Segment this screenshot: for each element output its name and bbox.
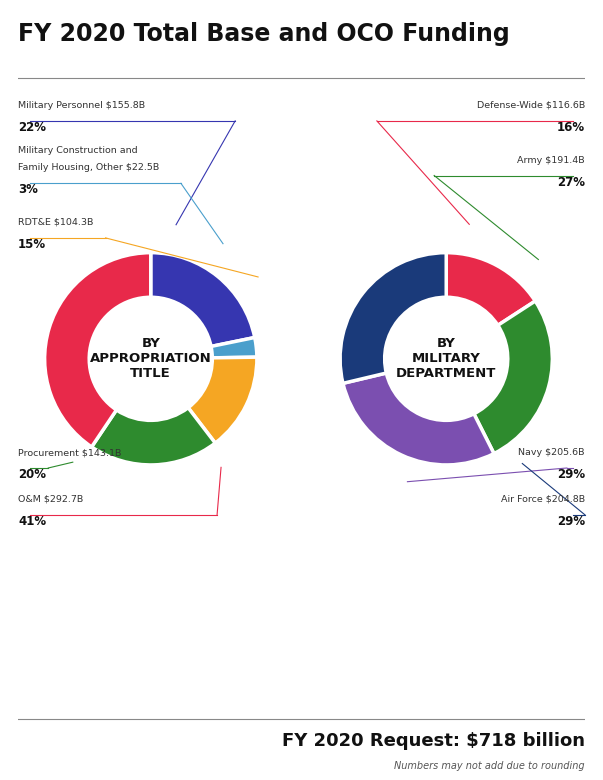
Text: Army $191.4B: Army $191.4B: [517, 155, 585, 165]
Wedge shape: [446, 253, 535, 325]
Wedge shape: [340, 253, 446, 383]
Text: BY
MILITARY
DEPARTMENT: BY MILITARY DEPARTMENT: [396, 337, 496, 381]
Text: O&M $292.7B: O&M $292.7B: [18, 495, 83, 504]
Text: 15%: 15%: [18, 238, 46, 251]
Text: Numbers may not add due to rounding: Numbers may not add due to rounding: [394, 761, 585, 771]
Text: 41%: 41%: [18, 515, 46, 528]
Text: 20%: 20%: [18, 468, 46, 481]
Wedge shape: [45, 253, 151, 447]
Text: Air Force $204.8B: Air Force $204.8B: [500, 495, 585, 504]
Text: 22%: 22%: [18, 121, 46, 134]
Text: 27%: 27%: [557, 176, 585, 189]
Text: Military Construction and: Military Construction and: [18, 146, 137, 155]
Text: FY 2020 Request: $718 billion: FY 2020 Request: $718 billion: [282, 732, 585, 750]
Text: Defense-Wide $116.6B: Defense-Wide $116.6B: [476, 101, 585, 110]
Wedge shape: [211, 338, 257, 358]
Text: 3%: 3%: [18, 183, 38, 197]
Text: BY
APPROPRIATION
TITLE: BY APPROPRIATION TITLE: [90, 337, 212, 381]
Text: RDT&E $104.3B: RDT&E $104.3B: [18, 218, 93, 227]
Text: 16%: 16%: [557, 121, 585, 134]
Text: 29%: 29%: [557, 515, 585, 528]
Text: Family Housing, Other $22.5B: Family Housing, Other $22.5B: [18, 163, 159, 172]
Text: FY 2020 Total Base and OCO Funding: FY 2020 Total Base and OCO Funding: [18, 22, 510, 46]
Wedge shape: [188, 357, 257, 443]
Wedge shape: [474, 301, 552, 454]
Wedge shape: [151, 253, 254, 346]
Wedge shape: [92, 408, 215, 465]
Wedge shape: [343, 373, 494, 465]
Text: Military Personnel $155.8B: Military Personnel $155.8B: [18, 101, 145, 110]
Text: Procurement $143.1B: Procurement $143.1B: [18, 448, 121, 457]
Text: 29%: 29%: [557, 468, 585, 481]
Text: Navy $205.6B: Navy $205.6B: [519, 448, 585, 457]
